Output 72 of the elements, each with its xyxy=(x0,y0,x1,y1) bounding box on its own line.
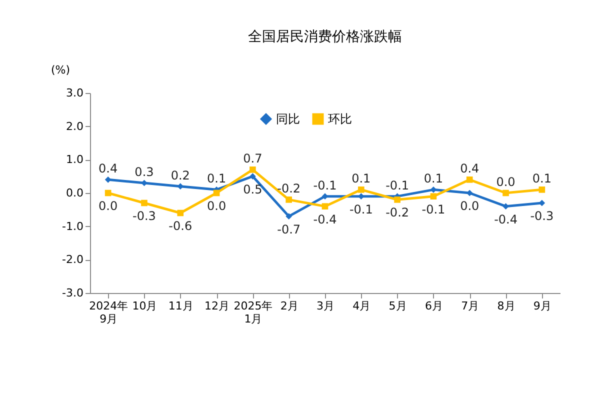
point xyxy=(502,190,509,196)
point xyxy=(141,180,148,186)
data-label: 0.4 xyxy=(98,162,118,176)
data-label: 0.4 xyxy=(460,162,480,176)
point xyxy=(430,193,437,200)
y-axis-title: (%) xyxy=(50,64,70,76)
data-label: -0.3 xyxy=(132,209,156,223)
point xyxy=(322,193,328,200)
point xyxy=(177,183,184,190)
point xyxy=(466,176,473,183)
data-label: 0.1 xyxy=(206,172,226,186)
point xyxy=(104,176,112,183)
data-label: 0.1 xyxy=(352,172,371,186)
point xyxy=(394,196,400,203)
y-tick-label: -2.0 xyxy=(62,253,84,266)
point xyxy=(430,186,437,193)
point xyxy=(286,196,292,203)
data-label: -0.6 xyxy=(168,219,192,233)
data-label: -0.1 xyxy=(313,178,337,192)
data-label: 0.3 xyxy=(134,165,154,179)
data-label: 0.0 xyxy=(206,199,226,213)
data-label: 0.0 xyxy=(460,199,480,213)
point xyxy=(538,200,546,206)
x-tick-label: 12月 xyxy=(204,300,230,312)
legend-label: 环比 xyxy=(328,112,352,126)
x-tick-label: 9月 xyxy=(533,300,552,312)
y-tick-label: 0.0 xyxy=(66,186,84,200)
point xyxy=(250,173,256,180)
x-tick-label: 2025年 1月 xyxy=(234,300,273,326)
data-label: 0.0 xyxy=(496,175,516,189)
y-tick-label: 3.0 xyxy=(66,86,84,100)
data-label: -0.4 xyxy=(313,212,337,226)
data-label: 0.7 xyxy=(243,152,262,166)
point xyxy=(322,203,328,210)
x-tick-label: 3月 xyxy=(316,300,334,312)
x-tick-label: 8月 xyxy=(497,300,516,312)
point xyxy=(177,210,184,216)
data-label: -0.1 xyxy=(422,202,446,216)
x-tick-label: 4月 xyxy=(352,300,371,312)
data-label: -0.2 xyxy=(277,182,301,196)
data-label: 0.1 xyxy=(424,172,444,186)
y-tick-label: -3.0 xyxy=(62,286,84,300)
data-label: -0.1 xyxy=(386,178,410,192)
point xyxy=(502,203,509,210)
y-tick-label: -1.0 xyxy=(62,220,84,233)
x-tick-label: 5月 xyxy=(388,300,407,312)
data-label: -0.4 xyxy=(494,212,518,226)
data-label: 0.0 xyxy=(98,199,118,213)
data-label: -0.1 xyxy=(349,202,373,216)
x-tick-label: 2月 xyxy=(280,300,298,312)
chart-title: 全国居民消费价格涨跌幅 xyxy=(248,29,402,45)
point xyxy=(286,213,292,220)
data-label: -0.2 xyxy=(386,206,410,220)
data-label: -0.3 xyxy=(530,209,554,223)
y-tick-label: 2.0 xyxy=(66,120,84,133)
data-label: 0.2 xyxy=(170,168,190,182)
data-label: 0.1 xyxy=(532,172,552,186)
legend-label: 同比 xyxy=(276,112,300,126)
data-label: -0.7 xyxy=(277,222,301,236)
point xyxy=(538,186,546,193)
x-tick-label: 7月 xyxy=(461,300,480,312)
point xyxy=(358,186,364,193)
data-label: 0.5 xyxy=(243,182,262,196)
x-tick-label: 10月 xyxy=(132,300,158,312)
x-tick-label: 6月 xyxy=(424,300,443,312)
point xyxy=(213,190,220,196)
x-tick-label: 2024年 9月 xyxy=(89,300,128,326)
point xyxy=(141,200,148,206)
x-tick-label: 11月 xyxy=(168,300,194,312)
point xyxy=(250,166,256,173)
point xyxy=(104,190,112,196)
y-tick-label: 1.0 xyxy=(66,153,84,166)
